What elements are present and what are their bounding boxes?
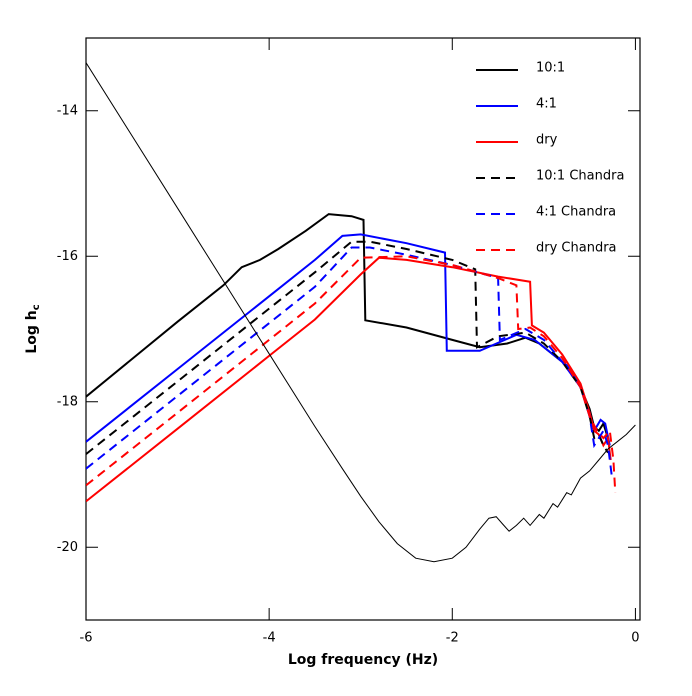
legend-label: 4:1 xyxy=(536,97,557,112)
x-tick-label: -6 xyxy=(80,631,93,646)
legend-label: 4:1 Chandra xyxy=(536,205,616,220)
series-line xyxy=(86,255,617,493)
series-line xyxy=(86,233,611,446)
series-line xyxy=(86,246,613,475)
x-tick-label: 0 xyxy=(631,631,639,646)
series-line xyxy=(86,240,609,455)
series-line xyxy=(86,213,609,439)
series-line xyxy=(86,256,612,503)
y-axis-label: Log hc xyxy=(24,304,42,353)
y-tick-label: -14 xyxy=(57,103,78,118)
x-axis-label: Log frequency (Hz) xyxy=(288,652,438,668)
legend-label: 10:1 xyxy=(536,61,565,76)
legend-label: dry Chandra xyxy=(536,241,617,256)
plot-frame xyxy=(85,37,641,621)
y-axis-label-sub: c xyxy=(31,304,42,310)
y-tick-label: -16 xyxy=(57,249,78,264)
x-tick-label: -4 xyxy=(263,631,276,646)
y-tick-label: -20 xyxy=(57,540,78,555)
x-tick-label: -2 xyxy=(446,631,459,646)
legend-label: dry xyxy=(536,133,558,148)
series-line xyxy=(86,62,636,563)
legend-label: 10:1 Chandra xyxy=(536,169,624,184)
y-axis-label-main: Log h xyxy=(24,310,40,353)
y-tick-label: -18 xyxy=(57,394,78,409)
